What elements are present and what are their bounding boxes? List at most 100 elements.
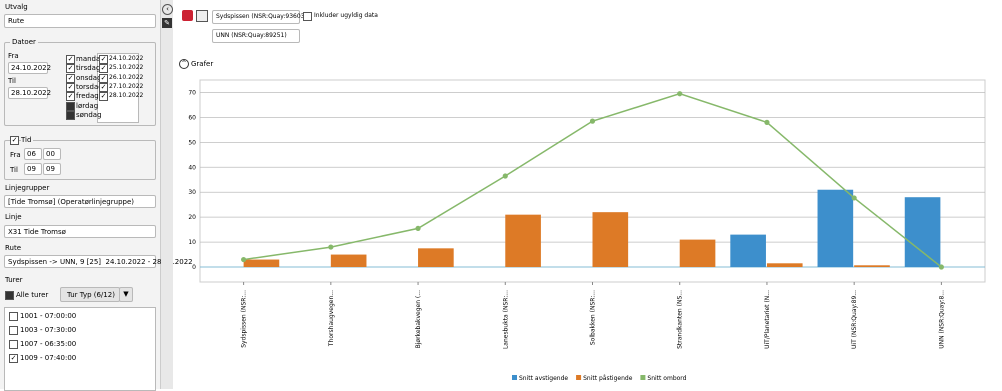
x-tick-label: Strandkanten (NS... <box>677 290 684 349</box>
checkbox[interactable] <box>9 312 18 321</box>
checkbox[interactable]: ✓ <box>66 64 75 74</box>
collapse-button[interactable]: ‹ <box>162 4 173 15</box>
minute: 09 <box>46 165 55 173</box>
dropdown[interactable]: Sydspissen -> UNN, 9 [25] 24.10.2022 - 2… <box>4 255 193 268</box>
trip-label: 1009 - 07:40:00 <box>20 354 77 362</box>
day-label: onsdag <box>76 73 102 82</box>
mode-dropdown[interactable]: Rute <box>4 14 156 28</box>
group-title: Tid <box>21 136 34 144</box>
x-tick-label: UiT (NSR:Quay:89... <box>851 290 858 349</box>
toolbar-strip: ‹ ✎ <box>161 0 173 389</box>
legend-swatch <box>512 375 517 380</box>
bar <box>679 239 716 268</box>
checkbox[interactable]: ✓ <box>99 92 108 102</box>
date-label: 28.10.2022 <box>109 92 144 100</box>
hour: 09 <box>27 165 36 173</box>
bar <box>592 212 629 268</box>
line-point <box>677 91 683 97</box>
y-tick-label: 20 <box>188 214 196 221</box>
dropdown-text: [Tide Tromsø] (Operatørlinjegruppe) <box>8 198 134 206</box>
bar <box>730 234 766 268</box>
line-point <box>938 264 944 270</box>
legend-label: Snitt påstigende <box>583 375 633 382</box>
panel-title: Utvalg <box>5 3 28 11</box>
chart-icon[interactable] <box>182 10 193 21</box>
group-title: Datoer <box>10 38 38 46</box>
bar <box>904 197 941 268</box>
dropdown-text: UNN (NSR:Quay:89251) <box>216 32 287 39</box>
date-label: 27.10.2022 <box>109 82 144 90</box>
day-label: søndag <box>76 110 102 119</box>
bar <box>330 254 367 268</box>
checkbox[interactable] <box>9 340 18 349</box>
dates-group <box>4 42 156 126</box>
to-stop-dropdown[interactable]: UNN (NSR:Quay:89251) <box>212 29 300 43</box>
y-tick-label: 10 <box>188 239 196 246</box>
label: Turer <box>5 276 23 284</box>
y-tick-label: 30 <box>188 189 196 196</box>
legend-swatch <box>576 375 582 380</box>
minute-select[interactable]: 09 <box>43 163 61 175</box>
x-tick-label: UNN (NSR:Quay:8... <box>938 290 945 349</box>
bar <box>817 189 854 268</box>
day-label: fredag <box>76 92 99 101</box>
checkbox[interactable]: ✓ <box>66 82 75 92</box>
checkbox[interactable] <box>5 291 14 300</box>
checkbox[interactable]: ✓ <box>9 354 18 363</box>
date-input[interactable]: 28.10.2022 <box>8 87 51 99</box>
checkbox[interactable]: ✓ <box>66 92 75 102</box>
checkbox[interactable] <box>66 101 75 111</box>
line-point <box>502 173 508 179</box>
y-tick-label: 50 <box>188 139 196 146</box>
minute-select[interactable]: 00 <box>43 148 61 160</box>
checkbox[interactable]: ✓ <box>99 73 108 83</box>
label: Til <box>10 166 18 174</box>
dropdown-text: X31 Tide Tromsø <box>8 228 66 236</box>
day-label: mandag <box>76 55 105 63</box>
dropdown-text: Rute <box>8 17 25 25</box>
bar <box>418 248 454 268</box>
label: Inkluder ugyldig data <box>314 12 378 19</box>
expand-button[interactable]: ^ <box>179 59 189 69</box>
checkbox[interactable] <box>303 12 312 21</box>
left-panel: Utvalg Rute Datoer Fra 24.10.2022 Til 28… <box>0 0 193 391</box>
x-tick-label: Sydspissen (NSR:... <box>241 290 248 348</box>
button[interactable]: Tur Typ (6/12) <box>60 287 120 302</box>
trip-label: 1001 - 07:00:00 <box>20 312 77 320</box>
hour-select[interactable]: 09 <box>24 163 42 175</box>
line-point <box>764 119 770 125</box>
line-point <box>241 256 247 263</box>
label: Linje <box>5 213 22 221</box>
dropdown-arrow[interactable]: ▼ <box>119 287 133 302</box>
dropdown[interactable]: [Tide Tromsø] (Operatørlinjegruppe) <box>4 195 156 208</box>
pin-button[interactable]: ✎ <box>162 18 172 28</box>
trip-list: 1001 - 07:00:00 1003 - 07:30:00 1007 - 06:… <box>4 307 156 391</box>
from-stop-dropdown[interactable]: Sydspissen (NSR:Quay:93603) <box>212 10 307 24</box>
y-tick-label: 40 <box>188 164 196 171</box>
y-tick-label: 0 <box>192 264 196 271</box>
legend-swatch <box>640 375 646 380</box>
date-input[interactable]: 24.10.2022 <box>8 62 51 74</box>
x-tick-label: Solbakken (NSR:... <box>590 290 597 345</box>
bar <box>505 214 541 268</box>
checkbox[interactable]: ✓ <box>66 73 75 83</box>
label: Rute <box>5 244 22 252</box>
table-icon[interactable] <box>196 10 208 22</box>
day-label: torsdag <box>76 82 103 91</box>
checkbox[interactable]: ✓ <box>99 82 108 92</box>
checkbox[interactable] <box>66 110 75 120</box>
date-label: 24.10.2022 <box>109 55 144 62</box>
label: Fra <box>10 151 21 159</box>
dropdown[interactable]: X31 Tide Tromsø <box>4 225 156 238</box>
checkbox[interactable] <box>9 326 18 335</box>
checkbox[interactable]: ✓ <box>10 136 19 145</box>
y-tick-label: 60 <box>188 114 196 121</box>
label: Fra <box>8 52 19 60</box>
date-label: 25.10.2022 <box>109 64 144 72</box>
date-label: 26.10.2022 <box>109 73 144 81</box>
checkbox[interactable]: ✓ <box>99 55 108 64</box>
hour-select[interactable]: 06 <box>24 148 42 160</box>
checkbox[interactable]: ✓ <box>99 64 108 74</box>
checkbox[interactable]: ✓ <box>66 55 75 64</box>
